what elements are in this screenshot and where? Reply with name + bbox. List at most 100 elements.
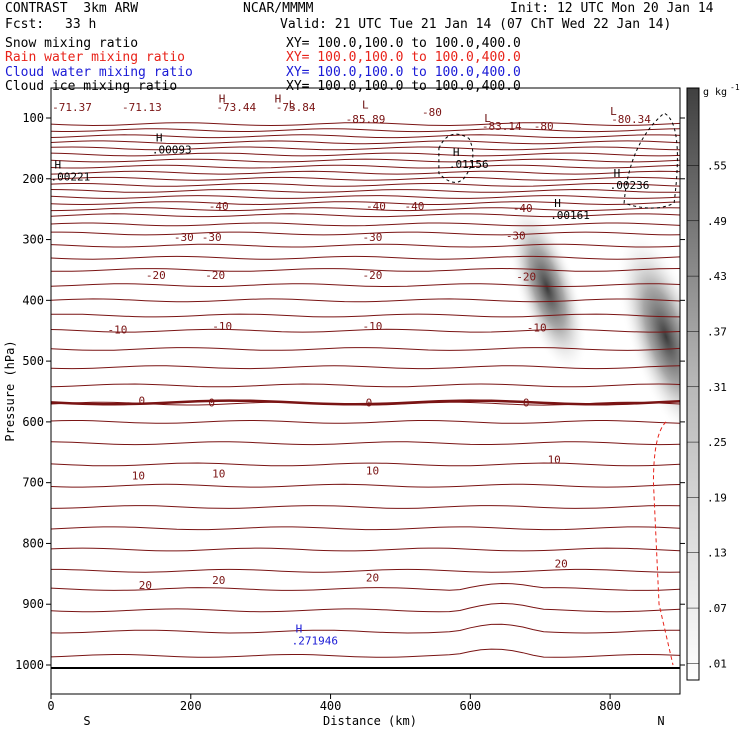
temperature-contour: [51, 648, 680, 658]
temperature-contour: [51, 298, 680, 303]
temperature-label: -80.34: [611, 113, 651, 126]
temperature-contour: [51, 158, 680, 163]
temperature-label: -20: [516, 271, 536, 284]
temperature-contour: [51, 128, 680, 133]
temperature-contour: [51, 283, 680, 288]
temperature-label: 10: [548, 454, 561, 467]
forecast-hours: 33 h: [65, 17, 97, 32]
temperature-label: 10: [132, 469, 145, 482]
zero-degree-contour: [51, 399, 680, 406]
field-rain-name: Rain water mixing ratio: [5, 50, 186, 65]
temperature-label: -30: [174, 231, 194, 244]
temperature-label: -20: [363, 269, 383, 282]
rain-contour: [652, 421, 674, 666]
extremum-value: .01156: [449, 158, 489, 171]
extremum-value: .00221: [50, 170, 90, 183]
temperature-contour: [51, 222, 680, 227]
field-snow-xy: XY= 100.0,100.0 to 100.0,400.0: [286, 36, 521, 51]
colorbar-tick-label: .49: [707, 215, 727, 228]
y-tick-label: 100: [22, 111, 44, 125]
y-axis-label: Pressure (hPa): [3, 340, 17, 441]
temperature-label: -20: [146, 269, 166, 282]
colorbar-tick-label: .13: [707, 547, 727, 560]
model-title: CONTRAST 3km ARW: [5, 1, 139, 16]
extremum-H: H: [296, 623, 303, 636]
temperature-contour: [51, 201, 680, 206]
temperature-contour: [51, 243, 680, 248]
temperature-label: -20: [205, 269, 225, 282]
temperature-label: -30: [202, 231, 222, 244]
extremum-L: L: [289, 99, 296, 112]
temperature-label: -71.13: [122, 101, 162, 114]
extremum-H: H: [275, 93, 282, 106]
y-tick-label: 400: [22, 293, 44, 307]
temperature-contour: [51, 195, 680, 199]
temperature-label: -40: [404, 200, 424, 213]
extremum-value: .271946: [292, 635, 338, 648]
field-cloudice-name: Cloud ice mixing ratio: [5, 79, 178, 94]
extremum-H: H: [614, 167, 621, 180]
y-tick-label: 800: [22, 536, 44, 550]
x-tick-label: 200: [180, 699, 202, 713]
south-label: S: [83, 714, 90, 728]
field-cloudwater-xy: XY= 100.0,100.0 to 100.0,400.0: [286, 65, 521, 80]
extremum-H: H: [156, 132, 163, 145]
temperature-contour: [51, 176, 680, 181]
temperature-label: 0: [139, 395, 146, 408]
temperature-label: -10: [527, 322, 547, 335]
colorbar-tick-label: .37: [707, 325, 727, 338]
init-time: Init: 12 UTC Mon 20 Jan 14: [510, 1, 714, 16]
temperature-contour: [51, 140, 680, 145]
temperature-label: -10: [363, 320, 383, 333]
y-tick-label: 300: [22, 233, 44, 247]
temperature-contour: [51, 313, 680, 318]
temperature-label: -73.44: [216, 101, 256, 114]
colorbar: [686, 87, 700, 681]
x-tick-label: 600: [459, 699, 481, 713]
temperature-label: -80: [422, 106, 442, 119]
field-rain-xy: XY= 100.0,100.0 to 100.0,400.0: [286, 50, 521, 65]
colorbar-unit: g kg: [703, 87, 727, 98]
colorbar-tick-label: .31: [707, 381, 727, 394]
cloud-ice-contour: [438, 133, 474, 183]
temperature-label: -30: [363, 231, 383, 244]
temperature-contour: [51, 207, 680, 212]
y-tick-label: 600: [22, 415, 44, 429]
field-cloudwater-name: Cloud water mixing ratio: [5, 65, 193, 80]
temperature-label: 20: [366, 571, 379, 584]
temperature-label: -80: [534, 120, 554, 133]
x-axis-label: Distance (km): [323, 714, 417, 728]
temperature-contour: [51, 213, 680, 218]
temperature-contour: [51, 441, 680, 446]
temperature-contour: [51, 134, 680, 139]
forecast-label: Fcst:: [5, 17, 45, 32]
temperature-contour: [51, 526, 680, 531]
temperature-label: -40: [366, 200, 386, 213]
temperature-contour: [51, 183, 680, 187]
temperature-label: -73.84: [276, 101, 316, 114]
extremum-H: H: [453, 146, 460, 159]
temperature-contour: [51, 365, 680, 370]
north-label: N: [657, 714, 664, 728]
organization: NCAR/MMMM: [243, 1, 314, 16]
plot-frame: [50, 87, 681, 695]
extremum-value: .00093: [152, 144, 192, 157]
y-tick-label: 1000: [15, 658, 44, 672]
extremum-L: L: [484, 112, 491, 125]
temperature-label: -10: [107, 324, 127, 337]
temperature-contour: [51, 328, 680, 333]
extremum-H: H: [54, 158, 61, 171]
field-cloudice-xy: XY= 100.0,100.0 to 100.0,400.0: [286, 79, 521, 94]
temperature-contour: [51, 582, 680, 591]
temperature-contour: [51, 547, 680, 552]
temperature-label: -40: [209, 200, 229, 213]
extremum-L: L: [610, 105, 617, 118]
temperature-label: -40: [513, 202, 533, 215]
temperature-contour: [51, 231, 680, 236]
temperature-contour: [51, 462, 680, 467]
colorbar-tick-label: .01: [707, 657, 727, 670]
x-tick-label: 800: [599, 699, 621, 713]
temperature-contour: [51, 255, 680, 260]
temperature-label: -85.89: [346, 113, 386, 126]
